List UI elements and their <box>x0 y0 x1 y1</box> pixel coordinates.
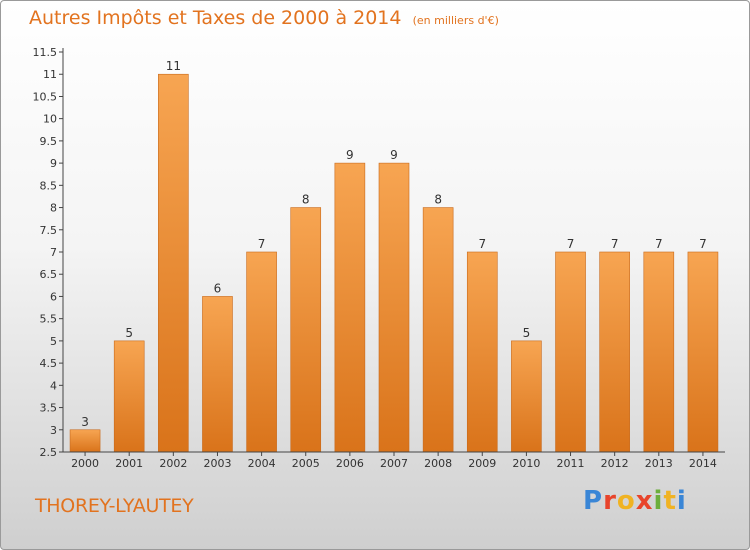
x-tick-label-2007: 2007 <box>380 457 408 470</box>
x-tick-label-2006: 2006 <box>336 457 364 470</box>
y-tick-label: 8 <box>50 202 57 215</box>
x-tick-label-2012: 2012 <box>601 457 629 470</box>
logo-letter: r <box>603 486 617 516</box>
data-label-2013: 7 <box>655 237 663 251</box>
bar-2004 <box>246 251 277 453</box>
y-tick-label: 7 <box>50 246 57 259</box>
y-tick-label: 4.5 <box>40 357 58 370</box>
bars: 3 5 11 6 7 8 9 9 8 7 5 7 7 7 7 <box>69 59 719 453</box>
y-tick-label: 8.5 <box>40 179 58 192</box>
bar-2010 <box>511 340 542 453</box>
logo-letter: P <box>583 486 604 516</box>
x-tick-label-2001: 2001 <box>115 457 143 470</box>
bar-2008 <box>422 207 454 453</box>
data-label-2012: 7 <box>611 237 619 251</box>
bar-2000 <box>69 429 101 453</box>
x-tick-label-2004: 2004 <box>248 457 276 470</box>
x-tick-label-2013: 2013 <box>645 457 673 470</box>
y-tick-label: 5.5 <box>40 313 58 326</box>
y-tick-label: 11 <box>43 68 57 81</box>
x-tick-label-2003: 2003 <box>203 457 231 470</box>
y-tick-label: 3.5 <box>40 402 58 415</box>
logo-letter: t <box>663 486 677 516</box>
data-label-2007: 9 <box>390 148 398 162</box>
logo-letter: x <box>635 486 654 516</box>
bar-2005 <box>290 207 322 453</box>
y-axis: 2.5 3 3.5 4 4.5 5 5.5 6 6.5 7 7.5 8 8.5 9 9.5 10 10.5 11 1… <box>33 46 64 459</box>
x-tick-label-2009: 2009 <box>468 457 496 470</box>
y-tick-label: 7.5 <box>40 224 58 237</box>
bar-2013 <box>643 251 675 453</box>
chart-title: Autres Impôts et Taxes de 2000 à 2014 <box>29 7 402 29</box>
logo-letter: i <box>653 486 664 516</box>
data-label-2002: 11 <box>166 59 181 73</box>
bar-2007 <box>378 162 410 453</box>
bar-2001 <box>113 340 145 453</box>
place-name: THOREY-LYAUTEY <box>35 495 194 517</box>
bar-2012 <box>599 251 630 453</box>
chart-unit: (en milliers d'€) <box>412 14 499 27</box>
x-tick-label-2014: 2014 <box>689 457 717 470</box>
data-label-2011: 7 <box>567 237 575 251</box>
y-tick-label: 9 <box>50 157 57 170</box>
bar-2006 <box>334 162 366 453</box>
y-tick-label: 6 <box>50 290 57 303</box>
bar-2003 <box>202 296 233 453</box>
bar-2011 <box>555 251 586 453</box>
data-label-2008: 8 <box>434 193 442 207</box>
data-label-2009: 7 <box>478 237 486 251</box>
logo-letter: i <box>676 486 687 516</box>
x-tick-label-2002: 2002 <box>159 457 187 470</box>
logo-letter: o <box>616 486 636 516</box>
data-label-2006: 9 <box>346 148 354 162</box>
data-label-2001: 5 <box>125 326 133 340</box>
y-tick-label: 3 <box>50 424 57 437</box>
y-tick-label: 5 <box>50 335 57 348</box>
x-axis: 2000 2001 2002 2003 2004 2005 2006 2007 2008 2009… <box>63 451 725 470</box>
title-line: Autres Impôts et Taxes de 2000 à 2014 (e… <box>29 7 499 29</box>
x-tick-label-2011: 2011 <box>557 457 585 470</box>
data-label-2014: 7 <box>699 237 707 251</box>
y-tick-label: 11.5 <box>33 46 58 59</box>
y-tick-label: 9.5 <box>40 135 58 148</box>
bar-2014 <box>687 251 719 453</box>
y-tick-label: 4 <box>50 379 57 392</box>
data-label-2005: 8 <box>302 193 310 207</box>
x-tick-label-2010: 2010 <box>512 457 540 470</box>
y-tick-label: 10.5 <box>33 90 58 103</box>
y-tick-label: 10 <box>43 113 57 126</box>
data-label-2010: 5 <box>523 326 531 340</box>
x-tick-label-2000: 2000 <box>71 457 99 470</box>
y-tick-label: 2.5 <box>40 446 58 459</box>
proxiti-logo: Proxiti <box>583 486 687 516</box>
x-tick-label-2008: 2008 <box>424 457 452 470</box>
bar-2009 <box>466 251 498 453</box>
bar-2002 <box>158 73 189 453</box>
data-label-2003: 6 <box>214 281 222 295</box>
x-tick-label-2005: 2005 <box>292 457 320 470</box>
data-label-2000: 3 <box>81 415 89 429</box>
y-tick-label: 6.5 <box>40 268 58 281</box>
data-label-2004: 7 <box>258 237 266 251</box>
